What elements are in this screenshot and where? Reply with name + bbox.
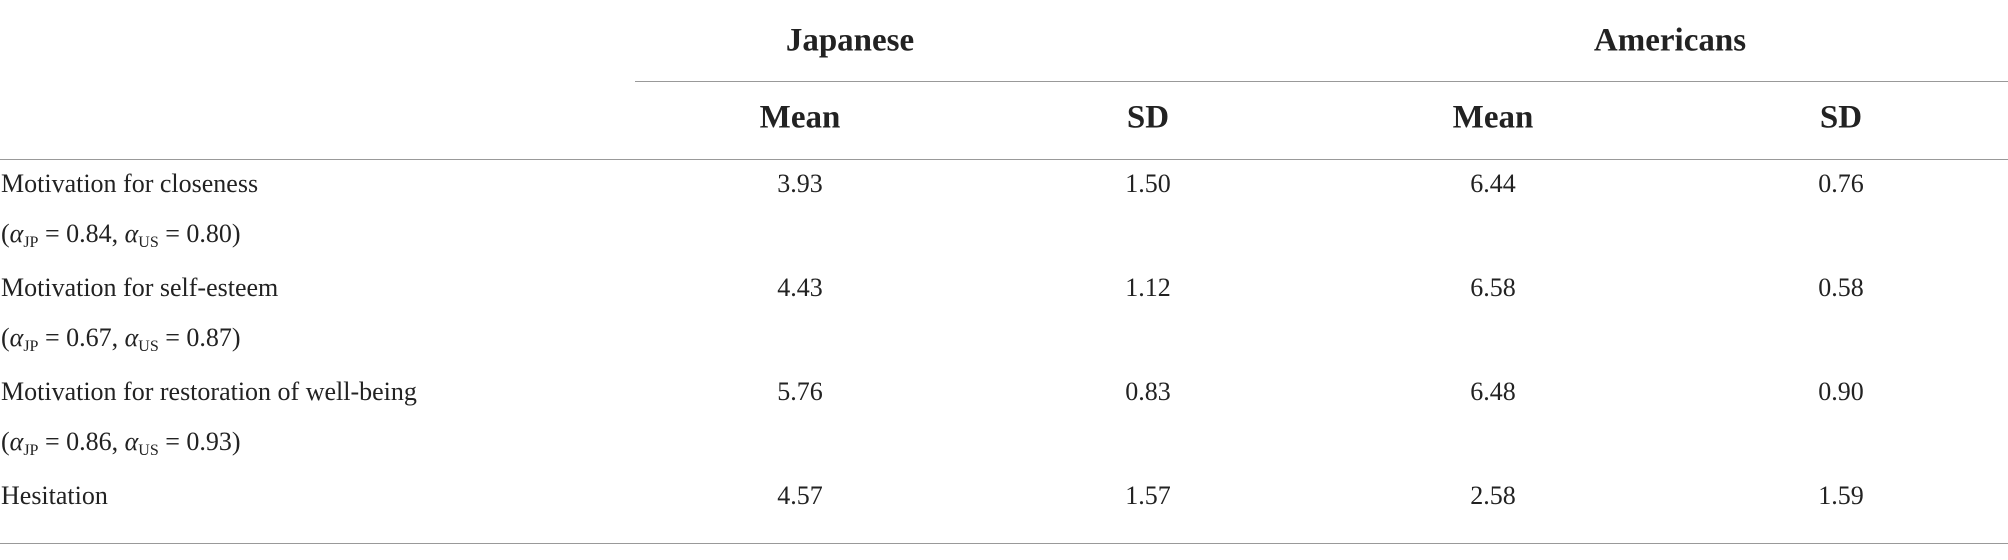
note-text: (	[1, 323, 10, 352]
cell: 4.57	[777, 481, 823, 510]
note-text: = 0.84,	[38, 219, 125, 248]
note-text: = 0.93)	[158, 427, 241, 456]
rule	[0, 543, 2008, 544]
cell: 4.43	[777, 273, 823, 302]
cell: 6.58	[1470, 273, 1516, 302]
note-subscript: JP	[23, 234, 39, 251]
row-label: Motivation for closeness	[1, 169, 259, 198]
note-text: (	[1, 219, 10, 248]
note-text: = 0.87)	[158, 323, 241, 352]
note-symbol: α	[9, 219, 24, 248]
row-note: (αJP = 0.84, αUS = 0.80)	[1, 221, 241, 251]
note-symbol: α	[9, 323, 24, 352]
cell: 0.83	[1125, 377, 1171, 406]
cell: 3.93	[777, 169, 823, 198]
cell: 6.44	[1470, 169, 1516, 198]
column-header: SD	[1819, 99, 1863, 136]
group-header: Japanese	[785, 22, 915, 59]
cell: 6.48	[1470, 377, 1516, 406]
note-text: = 0.67,	[38, 323, 125, 352]
note-subscript: JP	[23, 442, 39, 459]
row-note: (αJP = 0.86, αUS = 0.93)	[1, 429, 241, 459]
rule	[635, 81, 2008, 82]
row-note: (αJP = 0.67, αUS = 0.87)	[1, 325, 241, 355]
cell: 0.58	[1818, 273, 1864, 302]
cell: 5.76	[777, 377, 823, 406]
row-label: Motivation for self-esteem	[1, 273, 279, 302]
note-subscript: JP	[23, 338, 39, 355]
row-label: Hesitation	[1, 481, 108, 510]
note-symbol: α	[124, 323, 139, 352]
note-subscript: US	[138, 234, 159, 251]
note-subscript: US	[138, 338, 159, 355]
group-header: Americans	[1593, 22, 1747, 59]
column-header: Mean	[1452, 99, 1534, 136]
note-symbol: α	[124, 427, 139, 456]
cell: 1.50	[1125, 169, 1171, 198]
note-symbol: α	[124, 219, 139, 248]
cell: 2.58	[1470, 481, 1516, 510]
cell: 1.57	[1125, 481, 1171, 510]
note-text: (	[1, 427, 10, 456]
column-header: SD	[1126, 99, 1170, 136]
column-header: Mean	[759, 99, 841, 136]
rule	[0, 159, 2008, 160]
row-label: Motivation for restoration of well-being	[1, 377, 417, 406]
cell: 0.90	[1818, 377, 1864, 406]
note-text: = 0.80)	[158, 219, 241, 248]
note-symbol: α	[9, 427, 24, 456]
cell: 1.59	[1818, 481, 1864, 510]
cell: 0.76	[1818, 169, 1864, 198]
note-text: = 0.86,	[38, 427, 125, 456]
note-subscript: US	[138, 442, 159, 459]
cell: 1.12	[1125, 273, 1171, 302]
